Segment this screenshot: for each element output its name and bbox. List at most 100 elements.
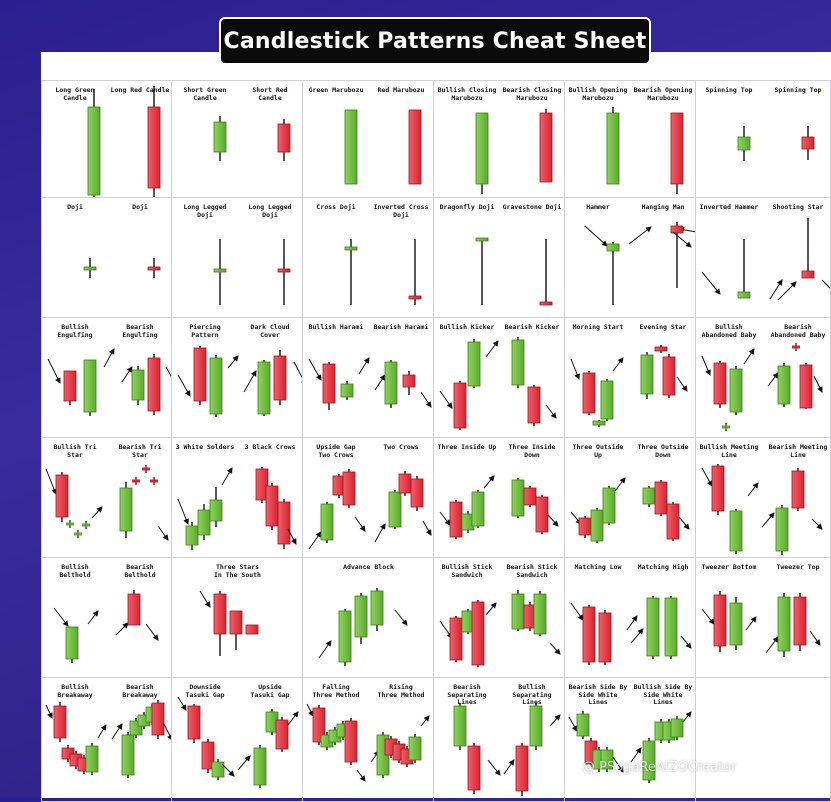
trend-arrow-icon (765, 636, 779, 654)
pattern-label: Bearish Kicker (504, 323, 560, 331)
trend-arrow-icon (287, 711, 299, 726)
trend-arrow-icon (547, 514, 559, 527)
pattern-label: 3 White Solders (175, 443, 235, 451)
bullish-candle (600, 380, 614, 420)
cheat-sheet-panel: Long Green Candle Long Red Candle Short Gr… (41, 52, 831, 802)
bullish-candle (131, 369, 145, 401)
bearish-candle (265, 485, 279, 527)
pattern-label: Green Marubozu (308, 86, 364, 94)
bearish-candle (277, 501, 291, 545)
bullish-candle (642, 487, 656, 505)
pattern-drawing (701, 218, 830, 301)
trend-arrow-icon (813, 375, 823, 393)
pattern-drawing (308, 357, 432, 410)
pattern-cell-doji: Doji Doji (41, 198, 172, 318)
bullish-candle (511, 593, 525, 630)
pattern-label: Bullish Separating Lines (512, 683, 552, 706)
bullish-candle (533, 593, 547, 635)
trend-arrow-icon (485, 340, 499, 358)
bullish-candle (606, 243, 620, 252)
pattern-label: Bullish Tri Star (53, 443, 97, 459)
pattern-label: Bullish Opening Marubozu (568, 86, 628, 102)
bullish-candle (197, 509, 211, 536)
bearish-candle (63, 370, 77, 402)
pattern-label: Short Red Candle (252, 86, 288, 102)
trend-arrow-icon (769, 279, 783, 300)
trend-arrow-icon (354, 516, 366, 532)
pattern-cell-long-legged-doji: Long Legged Doji Long Legged Doji (172, 198, 303, 318)
pattern-drawing (45, 700, 171, 778)
pattern-label: Dark Cloud Cover (250, 323, 290, 339)
pattern-drawing (570, 345, 688, 427)
bearish-candle (408, 295, 422, 300)
trend-arrow-icon (358, 357, 370, 375)
trend-arrow-icon (745, 616, 757, 631)
bullish-candle (185, 525, 199, 546)
pattern-cell-tri-star: Bullish Tri Star Bearish Tri Star (41, 438, 172, 558)
pattern-cell-piercing: Piercing Pattern Dark Cloud Cover (172, 318, 303, 438)
bearish-candle (539, 301, 553, 306)
trend-arrow-icon (503, 759, 515, 775)
trend-arrow-icon (676, 376, 688, 392)
pattern-drawing (737, 126, 815, 161)
pattern-cell-empty-cell (696, 678, 831, 802)
bearish-candle (670, 112, 684, 185)
pattern-label: Tweezer Top (776, 563, 820, 571)
trend-arrow-icon (45, 468, 57, 495)
trend-arrow-icon (165, 366, 171, 386)
trend-arrow-icon (121, 366, 133, 383)
pattern-cell-belthold: Bullish Belthold Bearish Belthold (41, 558, 172, 678)
bearish-candle (527, 386, 541, 424)
bullish-doji (722, 425, 730, 429)
pattern-label: Bearish Harami (373, 323, 429, 331)
pattern-cell-abandoned-baby: Bullish Abandoned Baby Bearish Abandoned … (696, 318, 831, 438)
bullish-candle (119, 487, 133, 532)
bearish-candle (662, 356, 676, 396)
bearish-candle (277, 268, 291, 273)
bearish-candle (127, 593, 141, 626)
trend-arrow-icon (549, 642, 561, 655)
pattern-cell-three-soldiers: 3 White Solders 3 Black Crows (172, 438, 303, 558)
pattern-label: Hanging Man (641, 203, 685, 211)
trend-arrow-icon (237, 755, 251, 771)
pattern-label: Bullish Stick Sandwich (441, 563, 493, 579)
pattern-label: Piercing Pattern (189, 323, 221, 339)
bullish-candle (664, 597, 678, 657)
bearish-candle (578, 517, 592, 536)
trend-arrow-icon (306, 703, 314, 717)
bearish-candle (201, 741, 215, 770)
pattern-cell-closing-marubozu: Bullish Closing Marubozu Bearish Closing … (434, 80, 565, 198)
bullish-candle (83, 266, 97, 271)
bullish-candle (670, 718, 684, 738)
trend-arrow-icon (227, 355, 239, 369)
watermark: @ PSogaReAfZOCreator (582, 760, 737, 775)
bearish-candle (791, 470, 805, 509)
pattern-cell-side-by-side: Bearish Side By Side White Lines Bullish … (565, 678, 696, 802)
trend-arrow-icon (821, 279, 830, 289)
bearish-candle (582, 372, 596, 414)
bullish-candle (729, 368, 743, 413)
pattern-drawing (306, 703, 430, 782)
trend-arrow-icon (91, 506, 103, 519)
pattern-label: Long Legged Doji (183, 203, 227, 219)
bullish-candle (344, 109, 358, 185)
bullish-candle (354, 595, 368, 638)
pattern-drawing (308, 469, 432, 550)
bearish-candle (654, 346, 668, 352)
pattern-label: Spinning Top (774, 86, 822, 94)
trend-arrow-icon (485, 602, 497, 616)
bearish-candle (471, 601, 485, 666)
pattern-label: Bullish Kicker (439, 323, 495, 331)
trend-arrow-icon (53, 607, 69, 627)
pattern-label: Bearish Side By Side White Lines (568, 683, 628, 706)
pattern-label: Three Outside Down (637, 443, 689, 459)
trend-arrow-icon (568, 716, 578, 732)
trend-arrow-icon (487, 759, 501, 776)
bullish-candle (213, 268, 227, 273)
pattern-label: Red Marubozu (377, 86, 425, 94)
pattern-label: Three Inside Down (508, 443, 556, 459)
bullish-candle (729, 602, 743, 646)
pattern-cell-stick-sandwich: Bullish Stick Sandwich Bearish Stick Sand… (434, 558, 565, 678)
bullish-candle (83, 359, 97, 413)
pattern-label: Bullish Abandoned Baby (701, 323, 757, 339)
